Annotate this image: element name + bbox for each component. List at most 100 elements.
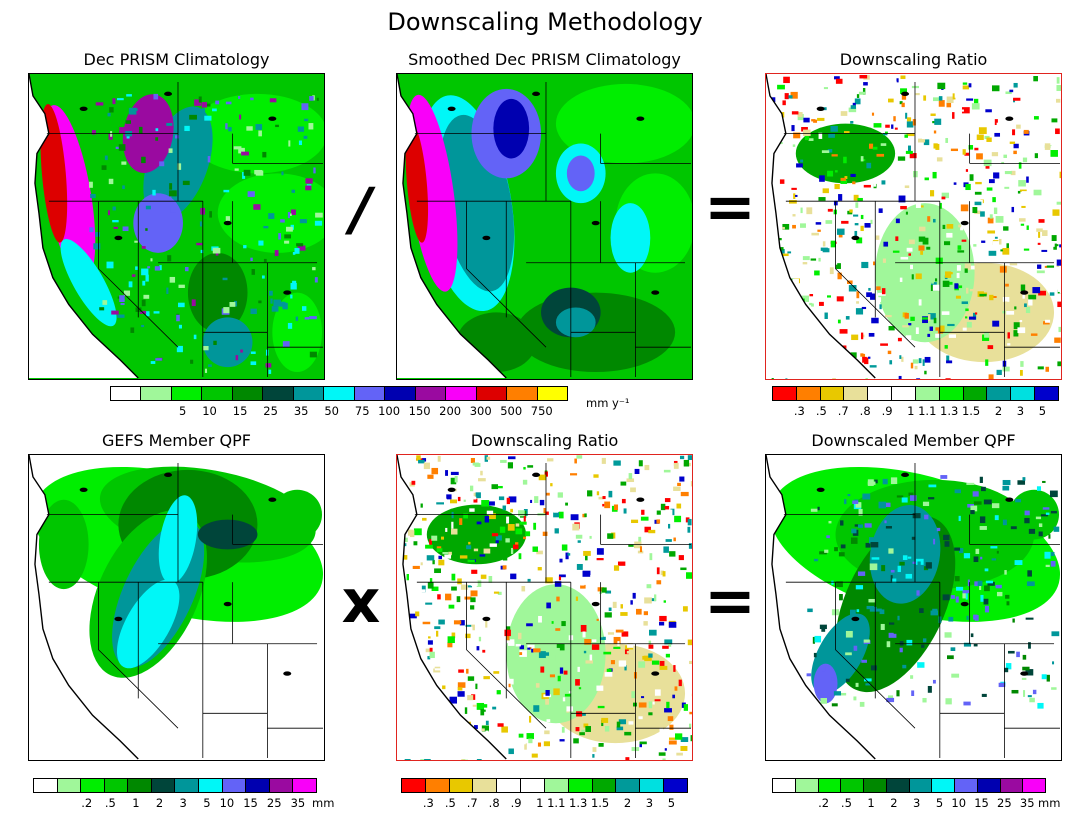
- colorbar-tick-label: 10: [951, 796, 967, 810]
- colorbar-swatch: [425, 779, 450, 792]
- colorbar-tick-label: 1.5: [961, 404, 981, 418]
- colorbar-climatology-unit: mm y⁻¹: [586, 396, 630, 410]
- colorbar-tick-label: .3: [422, 796, 434, 810]
- colorbar-swatch: [324, 387, 355, 400]
- panel-title-smoothed: Smoothed Dec PRISM Climatology: [408, 50, 681, 69]
- multiply-operator: x: [341, 567, 381, 637]
- map-smoothed-climatology: [396, 73, 693, 380]
- colorbar-tick-label: 150: [408, 404, 431, 418]
- map-prism-climatology: [28, 73, 325, 380]
- colorbar-tick-label: 50: [324, 404, 339, 418]
- colorbar-swatch: [868, 387, 893, 400]
- colorbar-tick-label: 1: [132, 796, 140, 810]
- colorbar-swatch: [537, 387, 568, 400]
- colorbar-swatch: [987, 387, 1012, 400]
- colorbar-swatch: [141, 387, 172, 400]
- colorbar-swatch: [932, 779, 955, 792]
- colorbar-swatch: [446, 387, 477, 400]
- colorbar-climatology-ticks: 5 10 15 25 35 50 75 100 150 200 300 500 750: [110, 404, 553, 418]
- colorbar-tick-label: 2: [623, 796, 632, 810]
- colorbar-swatch: [892, 387, 916, 400]
- colorbar-tick-label: 1.5: [590, 796, 610, 810]
- colorbar-tick-label: .7: [466, 796, 478, 810]
- panel-title-gefs: GEFS Member QPF: [101, 431, 251, 450]
- colorbar-tick-label: 1.1: [547, 796, 566, 810]
- colorbar-tick-label: .2: [81, 796, 93, 810]
- colorbar-tick-label: 100: [378, 404, 401, 418]
- colorbar-tick-label: 25: [997, 796, 1012, 810]
- colorbar-swatch: [1000, 779, 1024, 792]
- colorbar-swatch: [199, 779, 223, 792]
- colorbar-ratio-top: [772, 386, 1059, 401]
- colorbar-swatch: [963, 387, 988, 400]
- colorbar-tick-label: 35: [1019, 796, 1035, 810]
- colorbar-ratio-top-ticks: .3 .5 .7 .8 .9 1 1.1 1.3 1.5 2 3 5: [772, 404, 1046, 418]
- colorbar-tick-label: 3: [913, 796, 921, 810]
- colorbar-swatch: [385, 387, 416, 400]
- colorbar-tick-label: 2: [155, 796, 164, 810]
- colorbar-tick-label: 200: [439, 404, 462, 418]
- colorbar-swatch: [128, 779, 152, 792]
- colorbar-swatch: [818, 779, 842, 792]
- colorbar-tick-label: 300: [469, 404, 492, 418]
- colorbar-gefs-qpf-ticks: .2.5 1 2 3 5 10 15 25 35: [33, 796, 305, 810]
- colorbar-tick-label: 1: [867, 796, 875, 810]
- colorbar-tick-label: 5: [1038, 404, 1047, 418]
- colorbar-swatch: [664, 779, 687, 792]
- colorbar-tick-label: .5: [815, 404, 827, 418]
- page-title: Downscaling Methodology: [387, 8, 703, 36]
- colorbar-tick-label: .9: [881, 404, 893, 418]
- colorbar-downscaled-qpf: [772, 778, 1046, 793]
- colorbar-swatch: [246, 779, 270, 792]
- colorbar-swatch: [473, 779, 498, 792]
- colorbar-tick-label: 35: [293, 404, 309, 418]
- colorbar-tick-label: 5: [667, 796, 676, 810]
- colorbar-tick-label: 2: [890, 796, 898, 810]
- colorbar-swatch: [544, 779, 569, 792]
- colorbar-ratio-bottom: [401, 778, 688, 793]
- colorbar-swatch: [171, 387, 203, 400]
- colorbar-tick-label: .8: [859, 404, 871, 418]
- colorbar-swatch: [293, 387, 325, 400]
- colorbar-tick-label: 2: [994, 404, 1003, 418]
- colorbar-swatch: [1023, 779, 1045, 792]
- colorbar-swatch: [476, 387, 508, 400]
- colorbar-ratio-bottom-ticks: .3 .5 .7 .8 .9 1 1.1 1.3 1.5 2 3 5: [401, 796, 675, 810]
- colorbar-swatch: [773, 387, 797, 400]
- colorbar-swatch: [57, 779, 82, 792]
- colorbar-swatch: [1035, 387, 1058, 400]
- colorbar-swatch: [592, 779, 617, 792]
- colorbar-climatology: [110, 386, 568, 401]
- colorbar-tick-label: 3: [179, 796, 187, 810]
- colorbar-tick-label: .5: [104, 796, 116, 810]
- colorbar-swatch: [939, 387, 964, 400]
- colorbar-tick-label: 1: [536, 796, 544, 810]
- colorbar-swatch: [977, 779, 1001, 792]
- colorbar-swatch: [269, 779, 294, 792]
- map-downscaling-ratio-bottom: [396, 454, 693, 761]
- colorbar-swatch: [202, 387, 233, 400]
- colorbar-downscaled-qpf-unit: mm: [1038, 796, 1061, 810]
- colorbar-gefs-qpf-unit: mm: [312, 796, 335, 810]
- colorbar-tick-label: 1: [907, 404, 915, 418]
- equals-operator-bottom: =: [704, 564, 756, 637]
- colorbar-gefs-qpf: [33, 778, 317, 793]
- colorbar-swatch: [293, 779, 316, 792]
- colorbar-tick-label: .5: [444, 796, 456, 810]
- colorbar-swatch: [820, 387, 845, 400]
- colorbar-tick-label: 25: [266, 796, 282, 810]
- colorbar-tick-label: 15: [243, 796, 258, 810]
- map-downscaling-ratio-top: [765, 73, 1062, 380]
- colorbar-tick-label: .2: [818, 796, 830, 810]
- colorbar-tick-label: 3: [645, 796, 654, 810]
- colorbar-tick-label: 25: [263, 404, 278, 418]
- colorbar-swatch: [415, 387, 447, 400]
- divide-operator: /: [350, 175, 372, 243]
- colorbar-swatch: [104, 779, 129, 792]
- colorbar-swatch: [841, 779, 864, 792]
- colorbar-tick-label: 35: [290, 796, 306, 810]
- colorbar-swatch: [34, 779, 58, 792]
- colorbar-swatch: [521, 779, 545, 792]
- colorbar-tick-label: .7: [837, 404, 849, 418]
- panel-title-ratio-top: Downscaling Ratio: [839, 50, 988, 69]
